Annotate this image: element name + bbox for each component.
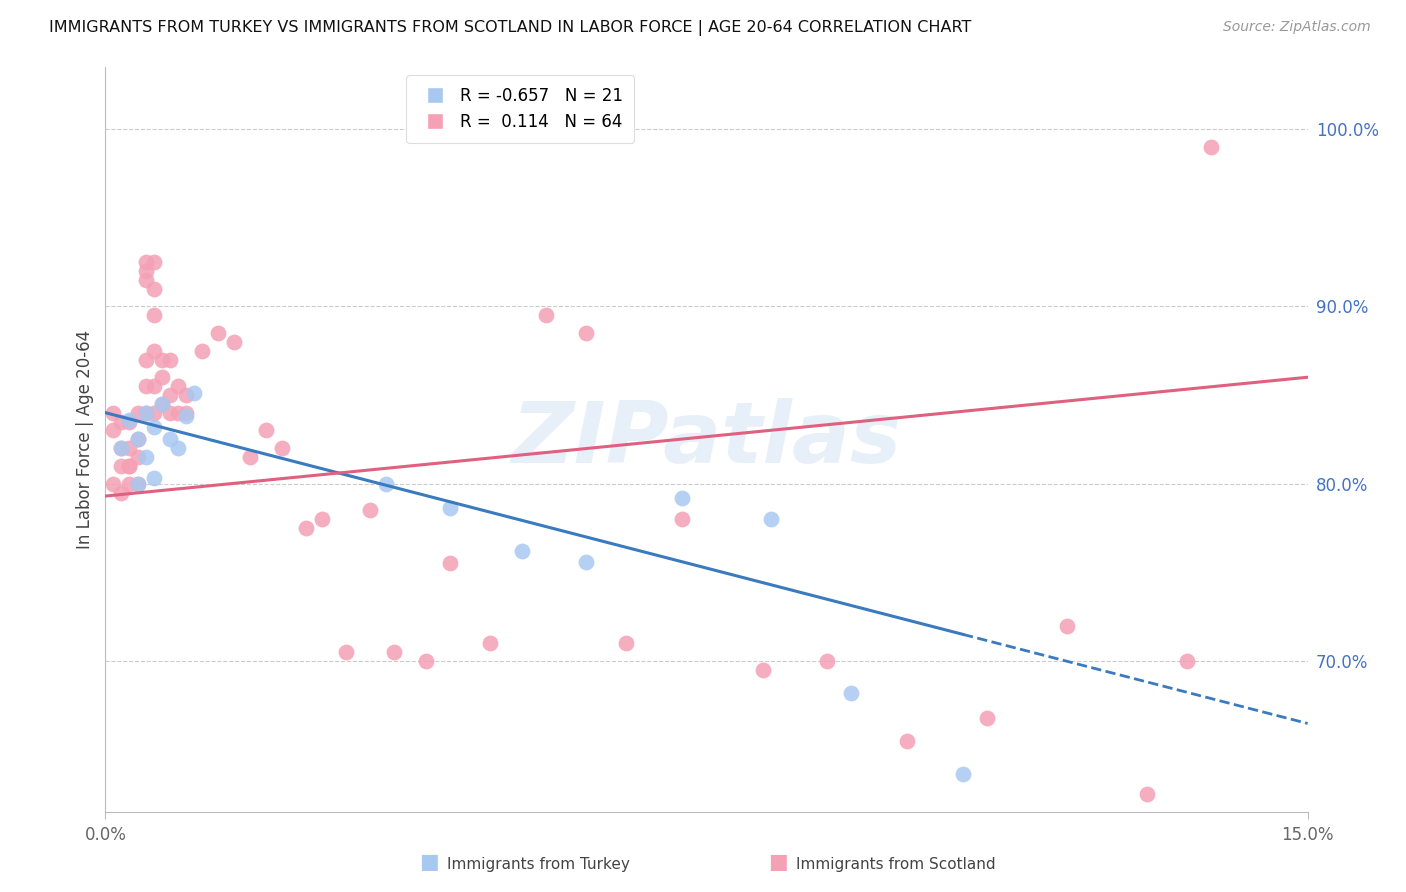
- Point: [415, 654, 437, 668]
- Point: [439, 501, 461, 516]
- Point: [127, 476, 149, 491]
- Point: [103, 406, 125, 420]
- Point: [142, 282, 165, 296]
- Legend: R = -0.657   N = 21, R =  0.114   N = 64: R = -0.657 N = 21, R = 0.114 N = 64: [406, 75, 634, 143]
- Point: [135, 255, 157, 269]
- Point: [534, 308, 557, 322]
- Text: IMMIGRANTS FROM TURKEY VS IMMIGRANTS FROM SCOTLAND IN LABOR FORCE | AGE 20-64 CO: IMMIGRANTS FROM TURKEY VS IMMIGRANTS FRO…: [49, 20, 972, 36]
- Text: ■: ■: [419, 853, 439, 872]
- Point: [190, 343, 212, 358]
- Point: [335, 645, 357, 659]
- Text: ZIPatlas: ZIPatlas: [512, 398, 901, 481]
- Point: [239, 450, 262, 464]
- Point: [110, 458, 132, 473]
- Point: [103, 424, 125, 438]
- Y-axis label: In Labor Force | Age 20-64: In Labor Force | Age 20-64: [76, 330, 94, 549]
- Point: [759, 512, 782, 526]
- Point: [295, 521, 318, 535]
- Point: [150, 370, 173, 384]
- Point: [142, 406, 165, 420]
- Point: [671, 491, 693, 505]
- Point: [159, 388, 181, 402]
- Point: [127, 406, 149, 420]
- Point: [382, 645, 405, 659]
- Point: [159, 352, 181, 367]
- Point: [166, 441, 188, 455]
- Point: [118, 413, 141, 427]
- Point: [510, 544, 533, 558]
- Point: [135, 264, 157, 278]
- Point: [976, 711, 998, 725]
- Point: [174, 388, 197, 402]
- Point: [127, 450, 149, 464]
- Point: [159, 406, 181, 420]
- Text: ■: ■: [768, 853, 787, 872]
- Point: [127, 476, 149, 491]
- Point: [110, 485, 132, 500]
- Point: [118, 415, 141, 429]
- Point: [135, 406, 157, 420]
- Point: [359, 503, 381, 517]
- Point: [159, 433, 181, 447]
- Point: [166, 379, 188, 393]
- Point: [1056, 618, 1078, 632]
- Point: [671, 512, 693, 526]
- Point: [439, 557, 461, 571]
- Point: [142, 471, 165, 485]
- Point: [839, 686, 862, 700]
- Point: [616, 636, 638, 650]
- Point: [270, 441, 292, 455]
- Point: [150, 397, 173, 411]
- Point: [150, 352, 173, 367]
- Point: [166, 406, 188, 420]
- Point: [1177, 654, 1199, 668]
- Point: [118, 441, 141, 455]
- Point: [110, 441, 132, 455]
- Point: [1201, 139, 1223, 153]
- Text: Immigrants from Scotland: Immigrants from Scotland: [796, 857, 995, 872]
- Point: [142, 343, 165, 358]
- Point: [135, 379, 157, 393]
- Point: [110, 441, 132, 455]
- Point: [127, 433, 149, 447]
- Point: [142, 255, 165, 269]
- Point: [751, 663, 773, 677]
- Point: [142, 420, 165, 434]
- Point: [896, 733, 918, 747]
- Point: [118, 458, 141, 473]
- Point: [207, 326, 229, 340]
- Point: [174, 409, 197, 424]
- Point: [222, 334, 245, 349]
- Point: [374, 476, 398, 491]
- Point: [575, 555, 598, 569]
- Point: [952, 767, 974, 781]
- Point: [183, 386, 205, 401]
- Point: [135, 406, 157, 420]
- Point: [118, 458, 141, 473]
- Point: [174, 406, 197, 420]
- Point: [150, 397, 173, 411]
- Text: Source: ZipAtlas.com: Source: ZipAtlas.com: [1223, 20, 1371, 34]
- Text: Immigrants from Turkey: Immigrants from Turkey: [447, 857, 630, 872]
- Point: [135, 273, 157, 287]
- Point: [110, 415, 132, 429]
- Point: [103, 476, 125, 491]
- Point: [118, 476, 141, 491]
- Point: [142, 379, 165, 393]
- Point: [1136, 787, 1159, 801]
- Point: [575, 326, 598, 340]
- Point: [254, 424, 277, 438]
- Point: [142, 308, 165, 322]
- Point: [479, 636, 502, 650]
- Point: [311, 512, 333, 526]
- Point: [815, 654, 838, 668]
- Point: [135, 352, 157, 367]
- Point: [127, 433, 149, 447]
- Point: [135, 450, 157, 464]
